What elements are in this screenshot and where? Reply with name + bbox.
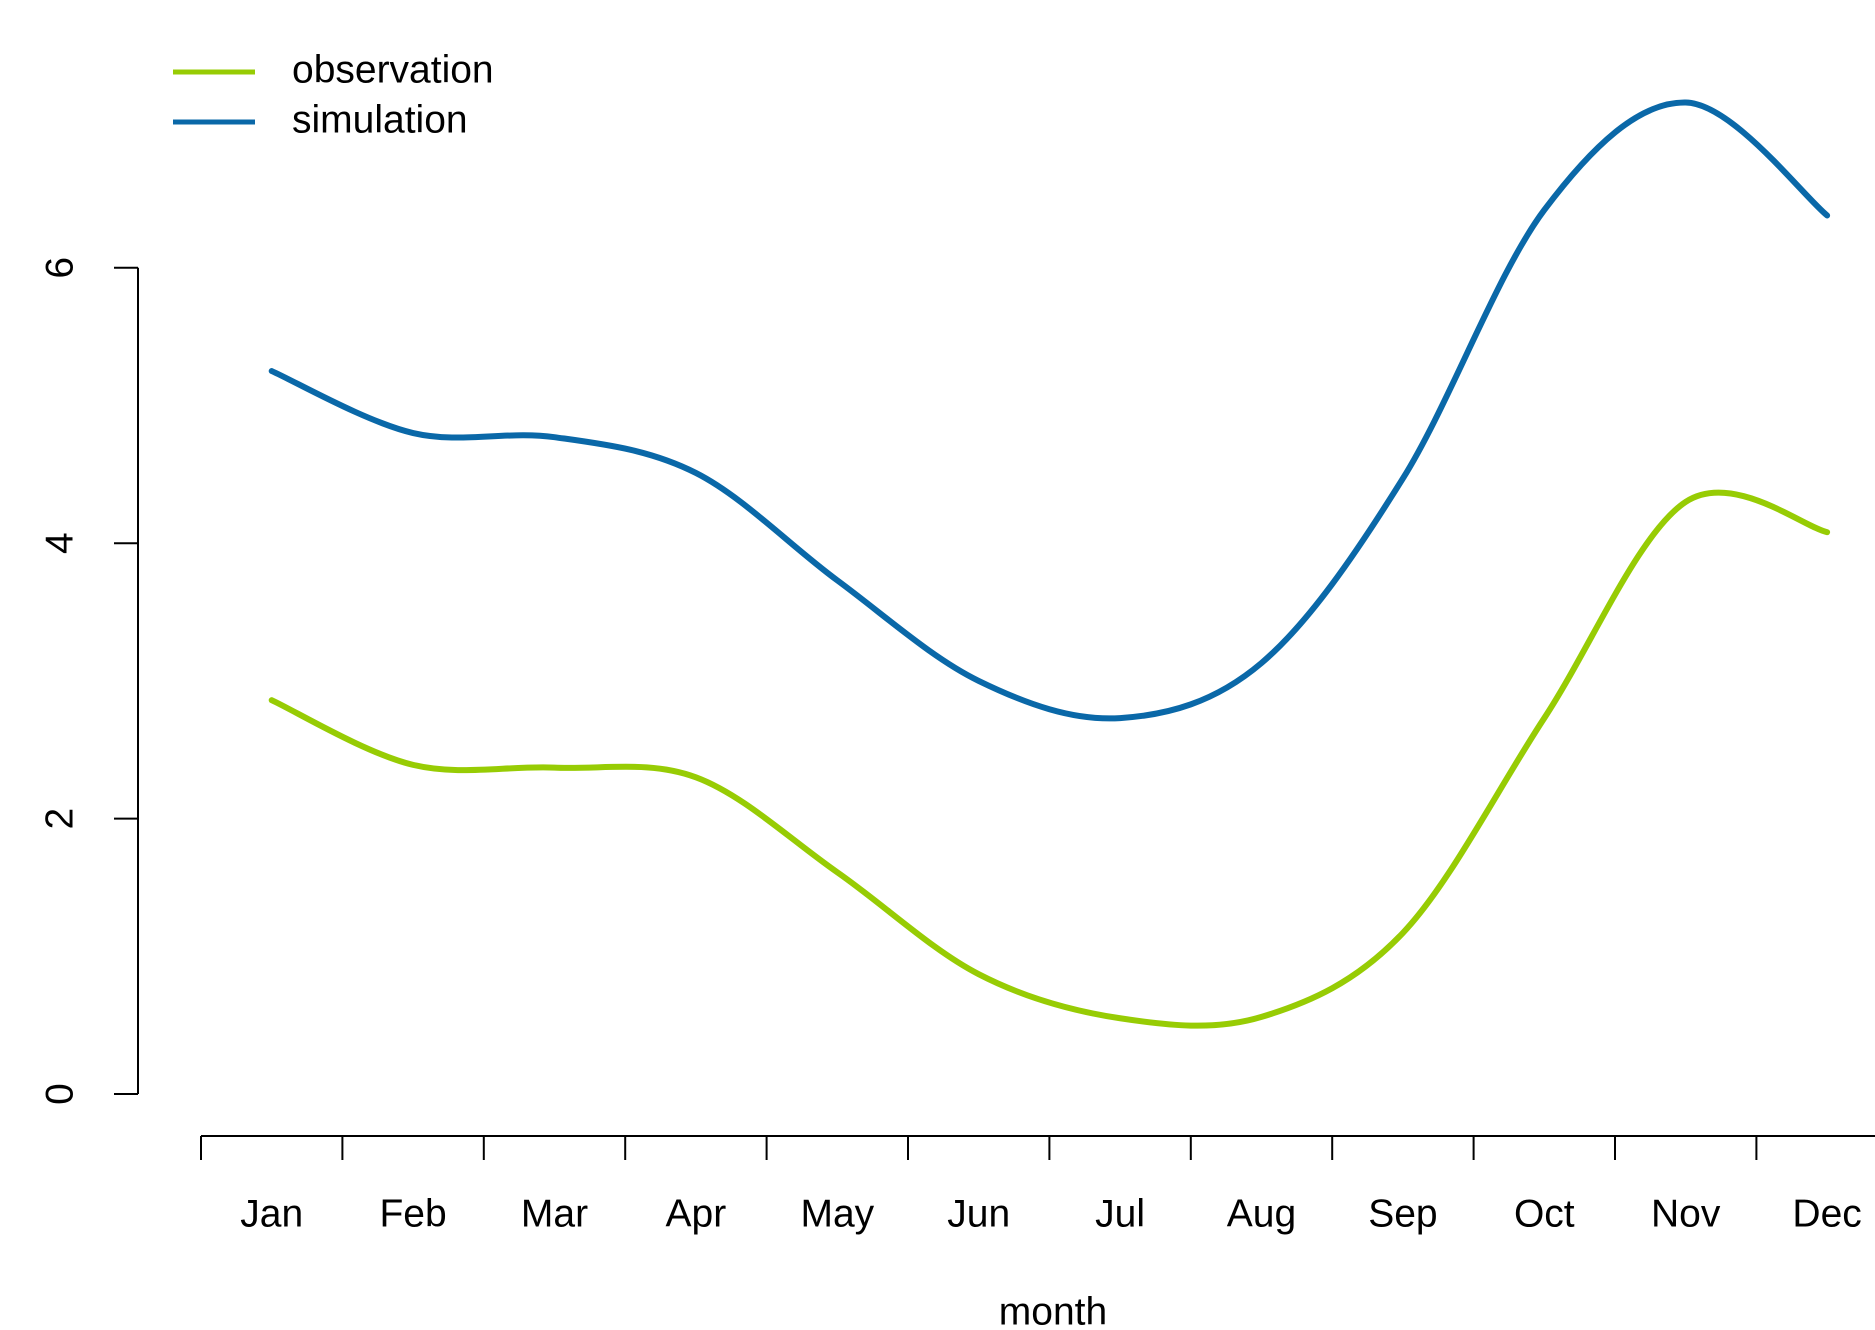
x-tick-label: Jul: [1095, 1192, 1145, 1235]
x-tick-label: Sep: [1368, 1192, 1437, 1235]
x-tick-label: Apr: [666, 1192, 727, 1235]
line: [268, 489, 1831, 1029]
x-tick-label: Feb: [379, 1192, 446, 1235]
x-tick-label: May: [800, 1192, 874, 1235]
y-tick-label: 0: [38, 1083, 81, 1105]
y-tick-label: 4: [38, 532, 81, 554]
x-tick-label: Oct: [1514, 1192, 1575, 1235]
x-tick-label: Nov: [1651, 1192, 1721, 1235]
x-tick-label: Dec: [1792, 1192, 1861, 1235]
x-tick-label: Jun: [947, 1192, 1010, 1235]
line: [268, 99, 1831, 722]
x-axis-title: month: [999, 1290, 1107, 1330]
x-tick-label: Jan: [240, 1192, 303, 1235]
legend-label: observation: [292, 48, 494, 91]
legend-label: simulation: [292, 98, 468, 141]
y-tick-label: 6: [38, 257, 81, 279]
x-tick-label: Mar: [521, 1192, 588, 1235]
x-tick-label: Aug: [1227, 1192, 1296, 1235]
y-tick-label: 2: [38, 808, 81, 830]
